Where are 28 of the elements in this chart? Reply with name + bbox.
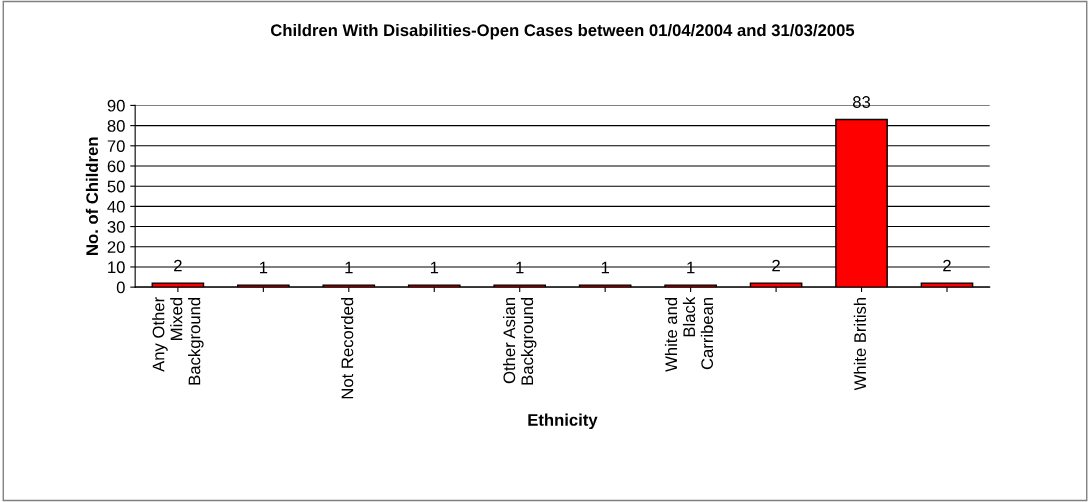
- data-label: 1: [430, 261, 439, 274]
- y-tick-label: 50: [107, 180, 125, 193]
- data-label: 83: [852, 96, 871, 108]
- data-label: 1: [516, 261, 524, 274]
- y-tick-label: 30: [107, 220, 125, 233]
- x-tick-label: White British: [853, 297, 867, 391]
- y-tick-label: 40: [107, 200, 125, 213]
- chart-title: Children With Disabilities-Open Cases between 01/04/2004 and 31/03/2005: [270, 23, 855, 40]
- y-tick-label: 90: [107, 99, 125, 112]
- y-tick-label: 60: [107, 160, 125, 173]
- x-tick-label: Other Asian Background: [502, 297, 537, 385]
- x-tick-label: White and Black Carribean: [664, 296, 714, 372]
- y-tick-label: 70: [107, 140, 125, 153]
- data-label: 2: [943, 259, 951, 272]
- y-axis-title: No. of Children: [85, 137, 99, 255]
- x-tick-label: Not Recorded: [341, 297, 354, 399]
- y-tick-label: 10: [108, 261, 125, 274]
- data-label: 2: [174, 259, 182, 272]
- x-axis-title: Ethnicity: [528, 413, 598, 430]
- data-label: 1: [687, 261, 695, 274]
- data-label: 2: [772, 259, 780, 272]
- data-label: 1: [345, 261, 353, 274]
- data-label: 1: [259, 261, 268, 274]
- data-label: 1: [601, 261, 609, 274]
- x-tick-label: Any Other Mixed Background: [152, 297, 204, 385]
- y-tick-label: 80: [107, 120, 125, 132]
- y-tick-label: 20: [107, 241, 125, 253]
- y-tick-label: 0: [116, 281, 125, 294]
